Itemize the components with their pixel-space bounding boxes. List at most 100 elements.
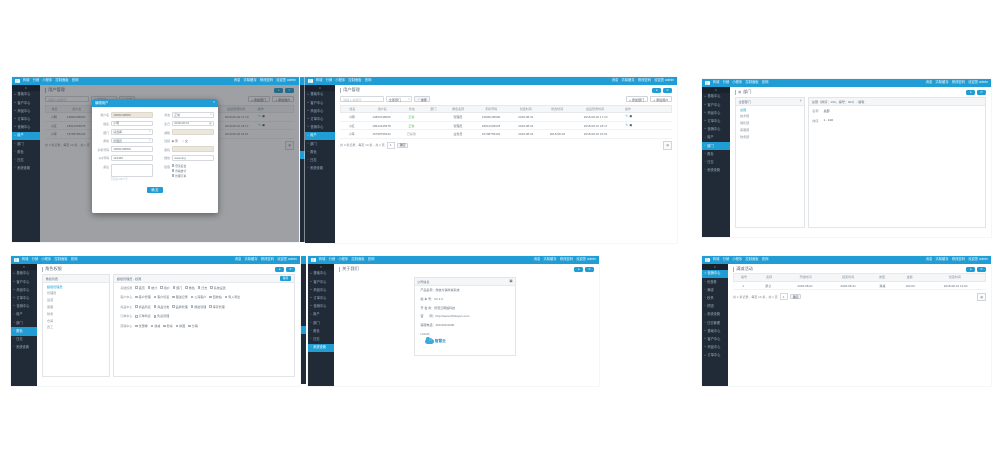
edit-icon[interactable]: ✎ (258, 114, 261, 119)
permission-checkbox[interactable]: 库存管理 (209, 305, 225, 309)
sidebar-collapse-toggle[interactable]: ≡ (305, 85, 335, 91)
sidebar-item[interactable]: ▸ 营销中心 (702, 126, 730, 134)
sidebar-collapse-toggle[interactable]: ≡ (702, 264, 728, 270)
sidebar-item[interactable]: ▪ 系统设置 (11, 344, 37, 352)
close-icon[interactable]: × (212, 99, 215, 104)
window-pill-button[interactable]: ≡ (275, 266, 285, 273)
nav-item-right[interactable]: 清除缓存 (244, 257, 258, 262)
nav-item[interactable]: 官网 (71, 78, 79, 83)
lock-icon[interactable]: ▣ (629, 114, 633, 119)
sidebar-item[interactable]: ▸ 营销中心 (11, 303, 37, 311)
pager-settings-box[interactable]: ▦ (977, 292, 986, 302)
sidebar-item[interactable]: ▪ 日志 (305, 157, 335, 165)
check-option[interactable]: 查看统计 (171, 169, 214, 173)
nav-item[interactable]: 控制面板 (745, 80, 759, 85)
permission-checkbox[interactable]: 售后管理 (153, 314, 169, 318)
sidebar-item[interactable]: ▸ 营销中心 (12, 124, 40, 132)
sidebar-item[interactable]: ▸ 基础中心 (305, 91, 335, 99)
nav-item[interactable]: 官网 (70, 257, 78, 262)
nav-item[interactable]: 分销 (722, 80, 730, 85)
sidebar-item[interactable]: ▪ 满减 (702, 286, 728, 294)
nav-item[interactable]: 小程序 (41, 257, 52, 262)
nav-item[interactable]: 小程序 (335, 78, 346, 83)
app-logo-icon[interactable]: 云 (705, 257, 710, 263)
sidebar-item[interactable]: ▸ 基础中心 (12, 91, 40, 99)
sidebar-item[interactable]: ▸ 商品中心 (12, 107, 40, 115)
page-number-input[interactable]: 1 (386, 141, 395, 149)
nav-item[interactable]: 小程序 (732, 80, 743, 85)
select-field[interactable]: 管理员 ▾ (110, 137, 153, 144)
nav-item[interactable]: 控制面板 (351, 257, 365, 262)
window-pill-button[interactable]: ⟳ (285, 87, 294, 94)
sidebar-item[interactable]: ▪ 角色 (702, 150, 730, 158)
nav-item-right[interactable]: 欢迎您 admin (276, 78, 296, 83)
nav-item[interactable]: 小程序 (338, 257, 349, 262)
nav-item-right[interactable]: 消息 (533, 257, 541, 262)
sidebar-item[interactable]: ▸ 订单中心 (702, 118, 730, 126)
dept-list-item[interactable]: 总部 (740, 107, 747, 112)
sidebar-item[interactable]: ▸ 订单中心 (11, 295, 37, 303)
check-option[interactable]: 管理订单 (171, 174, 214, 178)
dept-list-item[interactable]: 财务部 (740, 134, 750, 139)
permission-checkbox[interactable]: 回收站 (209, 295, 222, 299)
save-button[interactable]: 保存 (279, 275, 292, 281)
nav-item[interactable]: 商城 (712, 257, 720, 262)
lock-icon[interactable]: ▣ (261, 122, 265, 127)
app-logo-icon[interactable]: 云 (15, 78, 20, 84)
nav-item-right[interactable]: 清除缓存 (621, 78, 635, 83)
permission-checkbox[interactable]: 角色 (185, 286, 195, 290)
permission-checkbox[interactable]: 部门 (172, 286, 182, 290)
pager-settings-box[interactable]: ▦ (663, 141, 672, 150)
text-input[interactable]: 13800138000 (110, 146, 153, 152)
sidebar-item[interactable]: ▸ 商品中心 (702, 344, 728, 352)
sidebar-item[interactable]: ▪ 部门 (702, 142, 730, 151)
sidebar-item[interactable]: ▪ 日志 (702, 159, 730, 167)
sidebar-item[interactable]: ▸ 基础中心 (702, 327, 728, 335)
app-logo-icon[interactable]: 云 (308, 78, 313, 84)
nav-item[interactable]: 官网 (364, 78, 372, 83)
nav-item[interactable]: 官网 (761, 80, 769, 85)
collapse-icon[interactable]: ▣ (509, 279, 513, 284)
nav-item[interactable]: 分销 (722, 257, 730, 262)
nav-item[interactable]: 商城 (318, 257, 326, 262)
permission-checkbox[interactable]: 订单列表 (135, 314, 151, 318)
sidebar-item[interactable]: ▪ 日志 (308, 336, 334, 344)
sidebar-collapse-toggle[interactable]: ≡ (12, 85, 40, 91)
sidebar-item[interactable]: ▪ 用户 (308, 311, 334, 319)
sidebar-item[interactable]: ▪ 用户 (305, 131, 335, 141)
window-pill-button[interactable]: ⟳ (286, 266, 295, 273)
dept-list-item[interactable]: 客服部 (740, 128, 750, 133)
nav-item[interactable]: 控制面板 (54, 257, 68, 262)
nav-item-right[interactable]: 清除缓存 (935, 80, 949, 85)
nav-item[interactable]: 分销 (32, 78, 40, 83)
app-logo-icon[interactable]: 云 (14, 257, 19, 263)
permission-checkbox[interactable]: 秒杀 (163, 324, 173, 328)
sidebar-item[interactable]: ▸ 营销中心 (308, 303, 334, 311)
role-list-item[interactable]: 仓库 (47, 318, 54, 323)
sidebar-item[interactable]: ▪ 部门 (308, 319, 334, 327)
nav-item-right[interactable]: 消息 (925, 257, 933, 262)
permission-checkbox[interactable]: 拼团 (175, 324, 185, 328)
sidebar-item[interactable]: ▸ 订单中心 (305, 116, 335, 124)
nav-item-right[interactable]: 修改密码 (951, 257, 966, 262)
dept-filter-select[interactable]: 全部部门 ▾ (386, 96, 413, 103)
nav-item[interactable]: 分销 (325, 78, 333, 83)
nav-item-right[interactable]: 消息 (925, 80, 933, 85)
add-department-button[interactable]: + 添加部门 (625, 96, 648, 103)
window-pill-button[interactable]: ≡ (574, 266, 584, 273)
edit-icon[interactable]: ✎ (625, 122, 628, 127)
sidebar-item[interactable]: ▸ 客户中心 (12, 99, 40, 107)
sidebar-item[interactable]: ▪ 系统设置 (12, 165, 40, 173)
nav-item-right[interactable]: 欢迎您 admin (968, 257, 988, 262)
check-option[interactable]: 登录后台 (171, 164, 214, 168)
sidebar-item[interactable]: ▸ 营销中心 (305, 124, 335, 132)
nav-item-right[interactable]: 欢迎您 admin (968, 80, 988, 85)
nav-item[interactable]: 官网 (367, 257, 375, 262)
window-pill-button[interactable]: ⟳ (585, 266, 594, 273)
sidebar-item[interactable]: ▸ 基础中心 (308, 270, 334, 278)
nav-item-right[interactable]: 欢迎您 admin (654, 78, 674, 83)
sidebar-item[interactable]: ▸ 商品中心 (11, 286, 37, 294)
sidebar-item[interactable]: ▸ 订单中心 (308, 295, 334, 303)
radio-option[interactable]: ○ 女 (182, 139, 188, 143)
text-input[interactable]: 小明 (110, 120, 153, 127)
